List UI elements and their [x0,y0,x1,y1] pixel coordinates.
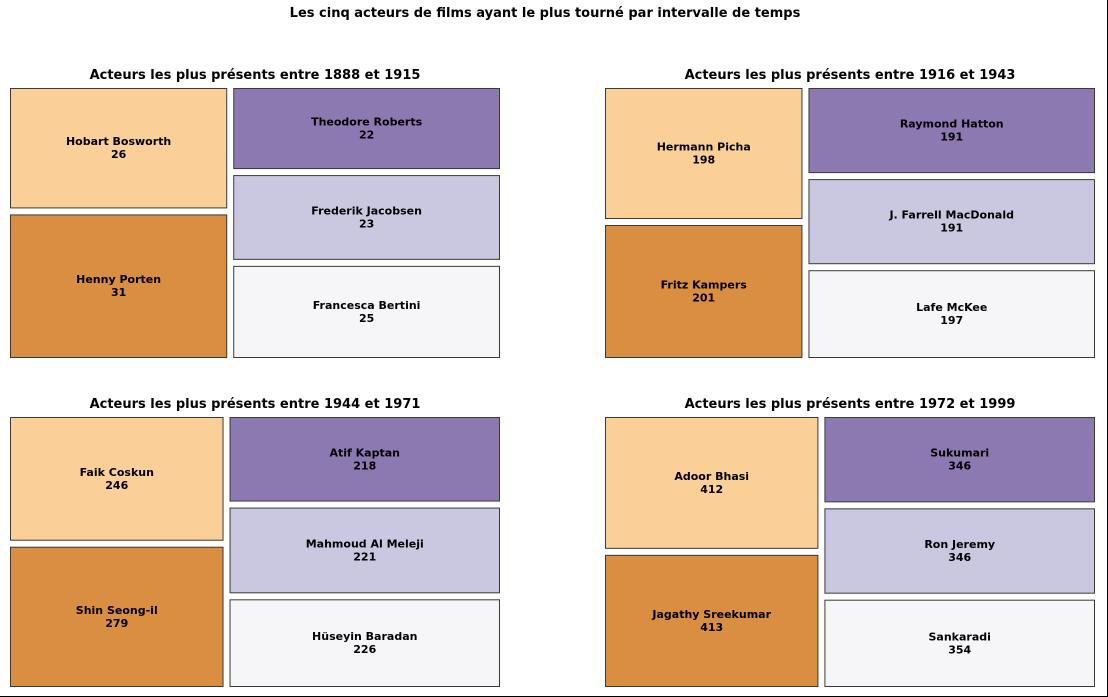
treemap-label-value: 191 [940,222,963,235]
treemap-rect [233,175,500,260]
treemap-rect [229,599,500,687]
treemap-rect [605,88,803,220]
treemap-label-name: Henny Porten [76,273,161,286]
treemap-label-value: 412 [700,483,723,496]
treemap-label-name: Francesca Bertini [313,299,421,312]
treemap-label-name: Hobart Bosworth [66,135,171,148]
treemap-label-value: 279 [105,617,128,630]
treemap-panel-1888-1915: Acteurs les plus présents entre 1888 et … [10,68,500,358]
treemap-rect [10,546,224,687]
treemap-label-name: Atif Kaptan [330,446,401,459]
treemap-label-value: 201 [692,292,715,305]
treemap-rect [10,214,228,358]
treemap-label-value: 413 [700,621,723,634]
treemap-label-name: J. Farrell MacDonald [888,209,1014,222]
panel-title: Acteurs les plus présents entre 1916 et … [684,68,1016,83]
treemap-rect [229,417,500,502]
treemap-label-value: 226 [353,643,376,656]
treemap-label-value: 346 [948,460,971,473]
treemap-rect [233,88,500,170]
treemap-label-value: 31 [111,286,126,299]
treemap-label-value: 191 [940,131,963,144]
treemap-label-value: 354 [948,643,971,656]
treemap-rect [824,599,1095,687]
treemap-rect [824,508,1095,594]
treemap-label-name: Ron Jeremy [924,538,995,551]
chart-suptitle: Les cinq acteurs de films ayant le plus … [289,6,801,21]
treemap-label-name: Hüseyin Baradan [312,630,417,643]
treemap-label-value: 26 [111,148,127,161]
treemap-label-name: Shin Seong-il [76,604,158,617]
treemap-panel-1972-1999: Acteurs les plus présents entre 1972 et … [605,397,1095,687]
treemap-label-name: Frederik Jacobsen [311,204,422,217]
treemap-panel-1944-1971: Acteurs les plus présents entre 1944 et … [10,397,500,687]
treemap-rect [233,265,500,358]
treemap-rect [808,270,1095,358]
treemap-rect [824,417,1095,503]
treemap-label-name: Sankaradi [928,630,990,643]
treemap-label-value: 23 [359,217,374,230]
treemap-label-name: Raymond Hatton [900,118,1004,131]
treemap-label-value: 197 [940,314,963,327]
panel-title: Acteurs les plus présents entre 1888 et … [89,68,421,83]
treemap-label-name: Jagathy Sreekumar [651,608,771,621]
treemap-label-value: 246 [105,479,128,492]
treemap-label-value: 22 [359,129,374,142]
treemap-label-name: Theodore Roberts [311,116,423,129]
treemap-rect [10,417,224,541]
panel-title: Acteurs les plus présents entre 1972 et … [684,397,1016,412]
treemap-label-name: Sukumari [930,447,989,460]
treemap-label-name: Hermann Picha [657,141,751,154]
treemap-label-name: Lafe McKee [916,301,987,314]
treemap-label-value: 346 [948,551,971,564]
treemap-label-name: Adoor Bhasi [674,470,749,483]
treemap-label-name: Fritz Kampers [661,279,748,292]
treemap-label-value: 198 [692,154,715,167]
treemap-panel-1916-1943: Acteurs les plus présents entre 1916 et … [605,68,1095,358]
treemap-label-name: Mahmoud Al Meleji [306,537,424,550]
panel-title: Acteurs les plus présents entre 1944 et … [89,397,421,412]
treemap-label-value: 218 [353,459,376,472]
treemap-rect [229,507,500,594]
treemap-label-value: 221 [353,550,376,563]
treemap-rect [808,179,1095,265]
treemap-label-name: Faik Coskun [80,466,154,479]
treemap-label-value: 25 [359,312,374,325]
treemap-rect [10,88,228,209]
treemap-rect [605,225,803,358]
treemap-rect [605,417,819,549]
treemap-rect [808,88,1095,174]
treemap-rect [605,554,819,687]
